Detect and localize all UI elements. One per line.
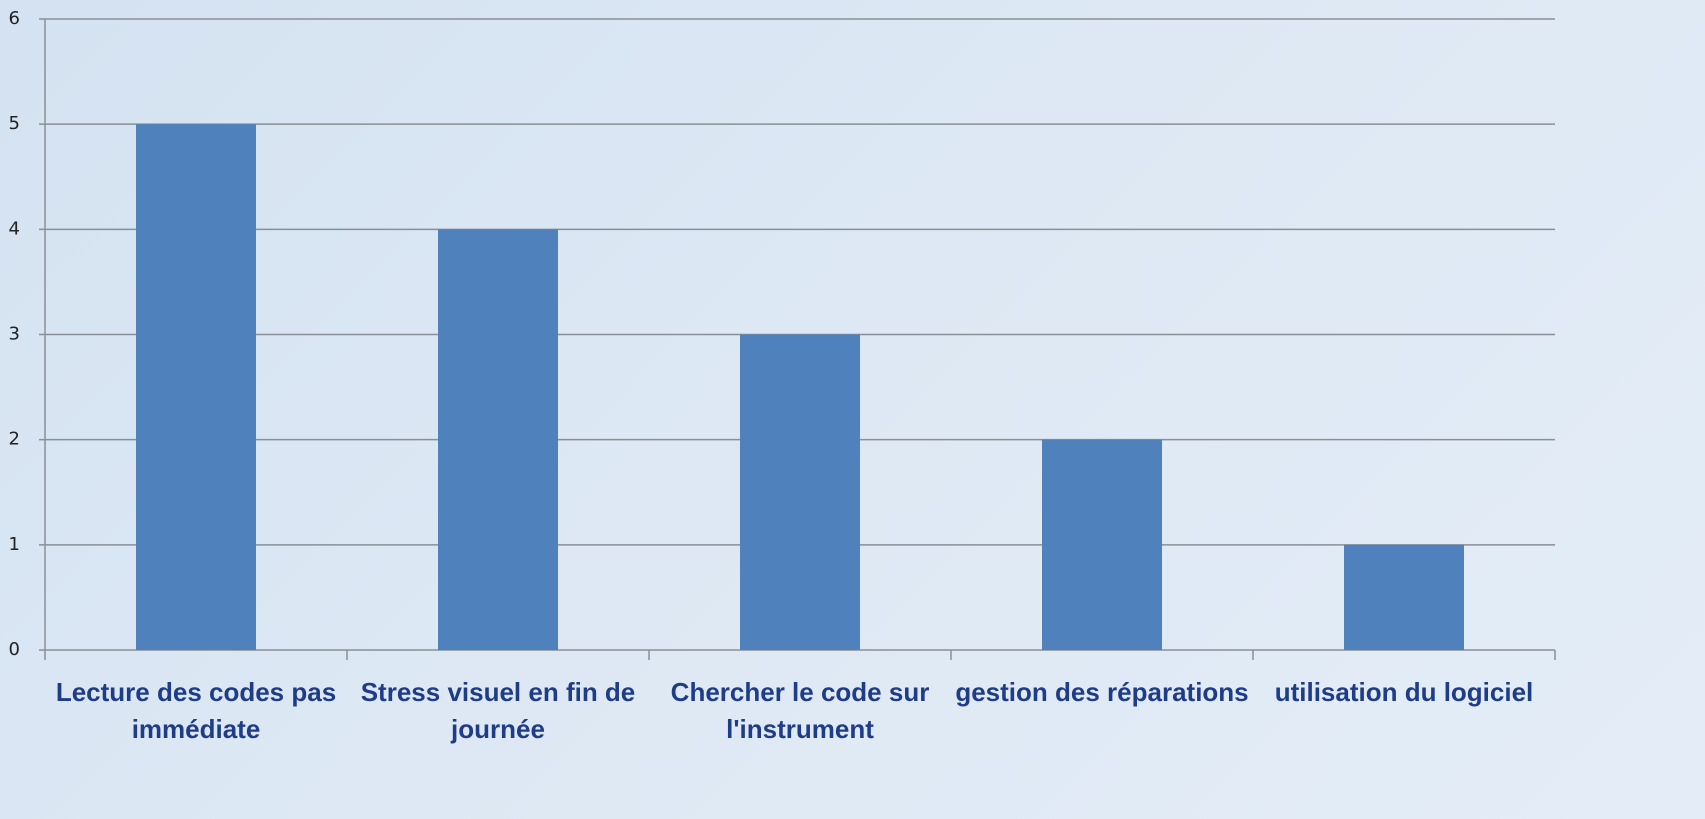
y-tick-label: 6	[9, 8, 20, 29]
bar	[1042, 439, 1162, 650]
bar	[438, 229, 558, 651]
y-tick-label: 5	[9, 113, 20, 134]
y-tick-label: 1	[9, 534, 20, 555]
x-tick-label: Lecture des codes pas immédiate	[55, 677, 337, 744]
bar	[1344, 544, 1464, 650]
y-tick-label: 2	[9, 429, 20, 450]
bar	[740, 334, 860, 650]
y-tick-label: 4	[9, 218, 20, 239]
x-tick-label: utilisation du logiciel	[1274, 677, 1534, 707]
y-tick-label: 0	[9, 639, 20, 660]
x-tick-label: gestion des réparations	[955, 677, 1249, 707]
bar	[136, 124, 256, 650]
x-tick-label: Stress visuel en fin de journée	[360, 677, 636, 744]
x-tick-label: Chercher le code sur l'instrument	[670, 677, 930, 744]
y-tick-label: 3	[9, 324, 20, 345]
